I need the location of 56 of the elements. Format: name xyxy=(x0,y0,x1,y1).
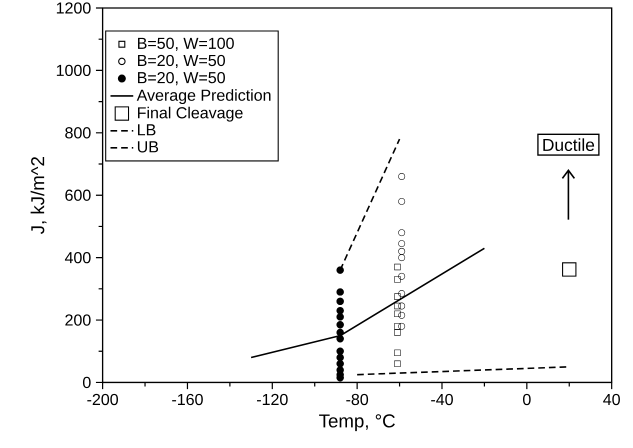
y-tick-label: 1000 xyxy=(56,64,91,76)
y-tick-label: 200 xyxy=(65,314,91,326)
x-axis-title: Temp, °C xyxy=(319,414,395,432)
point xyxy=(336,354,344,362)
x-tick-label: -80 xyxy=(346,394,368,406)
point xyxy=(398,290,406,298)
point xyxy=(336,335,344,343)
point xyxy=(562,262,576,277)
point xyxy=(394,323,401,330)
point xyxy=(394,264,401,270)
legend-label: B=50, W=100 xyxy=(138,38,234,51)
legend-label: LB xyxy=(138,124,156,136)
y-tick-label: 1200 xyxy=(56,2,91,14)
point xyxy=(398,312,406,319)
y-tick-label: 600 xyxy=(65,190,91,201)
x-tick-label: -200 xyxy=(87,394,118,406)
point xyxy=(398,229,406,236)
point xyxy=(394,329,401,336)
y-tick-label: 800 xyxy=(65,127,91,139)
x-tick-label: -40 xyxy=(431,394,453,406)
annotation: Ductile xyxy=(543,138,594,152)
legend-label: UB xyxy=(138,141,158,153)
point xyxy=(394,294,401,300)
legend-label: Final Cleavage xyxy=(138,106,243,122)
x-tick-label: -120 xyxy=(257,394,288,406)
point xyxy=(394,302,401,310)
point xyxy=(336,266,344,274)
point xyxy=(398,240,406,248)
point xyxy=(336,328,344,336)
legend-label: B=20, W=50 xyxy=(138,54,225,68)
x-tick-label: -160 xyxy=(172,394,203,406)
y-tick-label: 0 xyxy=(82,376,91,388)
point xyxy=(398,273,406,280)
point xyxy=(398,254,406,262)
point xyxy=(336,321,344,329)
point xyxy=(336,313,344,321)
point xyxy=(394,310,401,318)
point xyxy=(394,360,401,368)
x-tick-label: 0 xyxy=(523,394,531,406)
point xyxy=(394,350,401,356)
legend-label: B=20, W=50 xyxy=(138,72,225,86)
point xyxy=(398,302,406,310)
legend-label: Average Prediction xyxy=(136,89,270,104)
point xyxy=(394,276,401,283)
point xyxy=(336,298,344,306)
point xyxy=(336,307,344,315)
point xyxy=(336,288,344,296)
point xyxy=(336,348,344,356)
y-axis-title: J, kJ/m^2 xyxy=(30,157,47,234)
point xyxy=(398,322,406,330)
point xyxy=(398,173,406,180)
point xyxy=(398,248,406,255)
point xyxy=(398,198,406,206)
y-tick-label: 400 xyxy=(64,252,91,264)
x-tick-label: 40 xyxy=(603,394,620,406)
point xyxy=(336,360,344,368)
